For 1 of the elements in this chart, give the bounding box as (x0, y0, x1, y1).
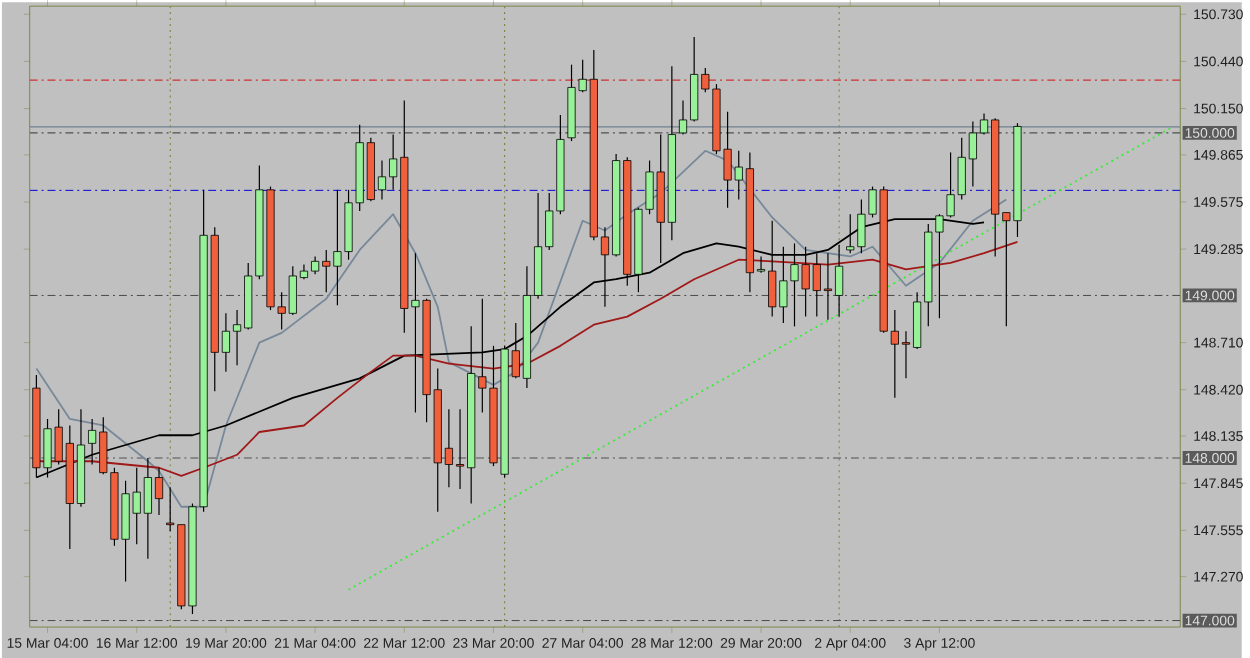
line-series (35, 149, 1008, 508)
